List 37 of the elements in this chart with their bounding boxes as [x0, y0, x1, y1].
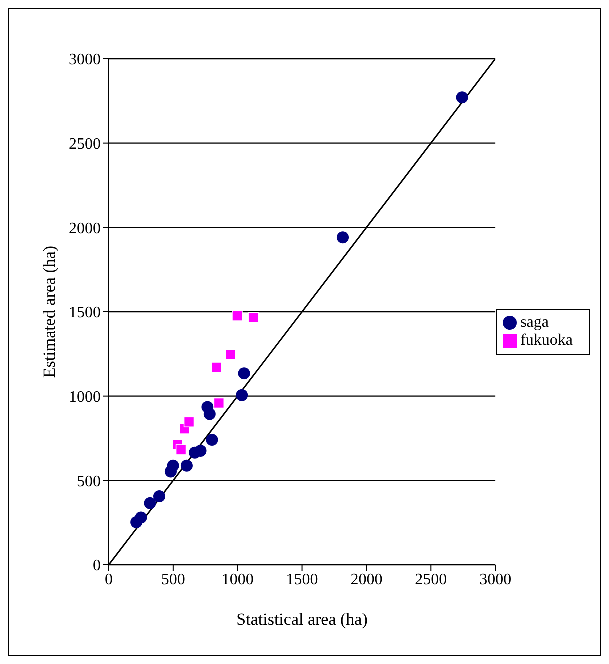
legend-label: saga: [520, 314, 549, 331]
y-tick-label: 3000: [69, 52, 101, 69]
x-tick-label: 1000: [222, 571, 254, 588]
point: [214, 398, 225, 409]
point: [154, 490, 166, 503]
point: [167, 460, 180, 472]
y-tick-label: 2000: [69, 220, 101, 238]
point: [194, 444, 207, 457]
point: [337, 232, 349, 244]
point: [248, 312, 259, 324]
y-tick-label: 0: [93, 558, 101, 575]
point: [236, 389, 248, 402]
y-tick-label: 1000: [69, 389, 101, 406]
point: [184, 416, 195, 428]
x-tick-label: 3000: [480, 571, 512, 588]
x-tick-label: 2500: [415, 571, 448, 588]
point: [204, 408, 216, 420]
y-tick-label: 2500: [69, 136, 101, 154]
y-tick-label: 500: [77, 473, 101, 490]
point: [211, 362, 222, 373]
x-tick-label: 1500: [286, 571, 318, 588]
point: [135, 512, 148, 524]
point: [180, 460, 193, 472]
point: [238, 368, 250, 380]
point: [176, 444, 187, 456]
point: [232, 310, 243, 322]
legend-label: fukuoka: [520, 332, 573, 349]
y-tick-label: 1500: [69, 304, 101, 322]
point: [456, 92, 468, 104]
point: [206, 434, 218, 446]
x-tick-label: 500: [161, 571, 186, 588]
x-tick-label: 2000: [350, 571, 383, 588]
point: [225, 349, 236, 360]
y-axis-title: Estimated area (ha): [40, 246, 60, 378]
point: [144, 497, 156, 510]
x-axis-title: Statistical area (ha): [236, 610, 368, 629]
x-tick-label: 0: [105, 571, 113, 588]
